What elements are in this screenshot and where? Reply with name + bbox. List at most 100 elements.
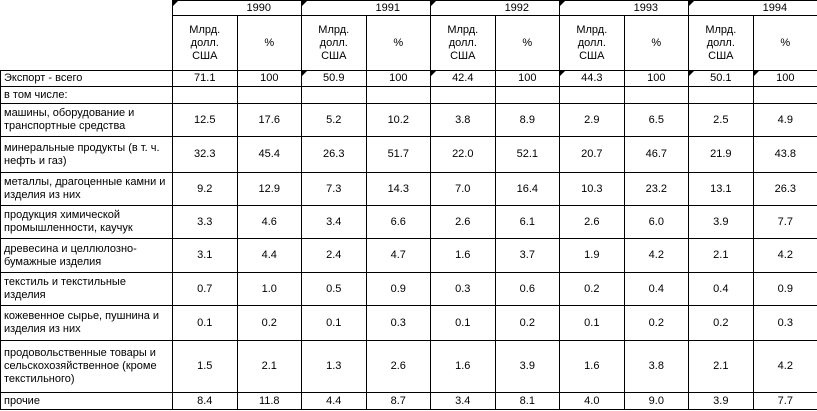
value-cell: 9.2 xyxy=(172,172,238,206)
value-cell: 44.3 xyxy=(559,70,625,87)
value-cell: 4.4 xyxy=(301,392,367,410)
value-cell: 0.6 xyxy=(494,272,561,306)
value-cell: 52.1 xyxy=(494,136,561,173)
subheader: % xyxy=(780,36,791,49)
subheader: Млрд. долл. США xyxy=(318,23,350,62)
value-cell: 0.1 xyxy=(172,305,238,341)
value-cell: 12.5 xyxy=(172,103,238,137)
value-cell: 21.9 xyxy=(688,136,754,173)
subheader: % xyxy=(393,36,404,49)
value-cell: 0.1 xyxy=(430,305,496,341)
value-cell: 0.1 xyxy=(301,305,367,341)
value-cell: 2.6 xyxy=(365,340,432,393)
value-cell: 14.3 xyxy=(365,172,432,206)
value-cell: 1.6 xyxy=(430,238,496,273)
value-cell: 71.1 xyxy=(172,70,238,87)
value-cell: 7.7 xyxy=(752,392,817,410)
subheader: Млрд. долл. США xyxy=(576,23,608,62)
data-row: текстиль и текстильные изделия 0.7 1.0 0.5 0… xyxy=(0,272,817,306)
value-cell: 4.7 xyxy=(365,238,432,273)
value-cell: 4.6 xyxy=(236,205,303,239)
value-cell: 100 xyxy=(494,70,561,87)
row-label: кожевенное сырье, пушнина и изделия из н… xyxy=(0,305,173,341)
year-header: 1992 xyxy=(430,0,561,16)
data-row: металлы, драгоценные камни и изделия из … xyxy=(0,172,817,206)
value-cell xyxy=(752,86,817,104)
value-cell: 3.3 xyxy=(172,205,238,239)
value-cell xyxy=(688,86,754,104)
subheader-cell: % xyxy=(365,15,432,71)
value-cell: 45.4 xyxy=(236,136,303,173)
value-cell: 16.4 xyxy=(494,172,561,206)
value-cell: 100 xyxy=(623,70,690,87)
row-label: Экспорт - всего xyxy=(0,70,173,87)
subheader-cell: Млрд. долл. США xyxy=(430,15,496,71)
value-cell: 0.9 xyxy=(752,272,817,306)
value-cell: 1.6 xyxy=(430,340,496,393)
value-cell: 6.6 xyxy=(365,205,432,239)
value-cell: 11.8 xyxy=(236,392,303,410)
value-cell: 0.3 xyxy=(365,305,432,341)
subheader-cell: % xyxy=(623,15,690,71)
value-cell: 2.6 xyxy=(559,205,625,239)
value-cell: 3.9 xyxy=(688,205,754,239)
value-cell xyxy=(623,86,690,104)
value-cell: 50.9 xyxy=(301,70,367,87)
value-cell: 51.7 xyxy=(365,136,432,173)
value-cell xyxy=(236,86,303,104)
year-header: 1991 xyxy=(301,0,432,16)
subheader-cell: Млрд. долл. США xyxy=(688,15,754,71)
data-row: продовольственные товары и сельскохозяйс… xyxy=(0,340,817,393)
value-cell: 4.9 xyxy=(752,103,817,137)
value-cell: 9.0 xyxy=(623,392,690,410)
subheader: % xyxy=(651,36,662,49)
value-cell: 4.4 xyxy=(236,238,303,273)
value-cell: 12.9 xyxy=(236,172,303,206)
value-cell: 3.4 xyxy=(301,205,367,239)
value-cell: 17.6 xyxy=(236,103,303,137)
row-label: древесина и целлюлозно-бумажные изделия xyxy=(0,238,173,273)
value-cell: 8.9 xyxy=(494,103,561,137)
value-cell: 26.3 xyxy=(752,172,817,206)
value-cell: 1.9 xyxy=(559,238,625,273)
value-cell: 32.3 xyxy=(172,136,238,173)
subheader: Млрд. долл. США xyxy=(447,23,479,62)
value-cell: 8.1 xyxy=(494,392,561,410)
data-row: продукция химической промышленности, кау… xyxy=(0,205,817,239)
data-row: прочие 8.4 11.8 4.4 8.7 3.4 8.1 4.0 9.0 3.9 7.7 xyxy=(0,392,817,410)
value-cell: 0.7 xyxy=(172,272,238,306)
value-cell: 42.4 xyxy=(430,70,496,87)
value-cell: 1.0 xyxy=(236,272,303,306)
value-cell: 7.3 xyxy=(301,172,367,206)
value-cell: 50.1 xyxy=(688,70,754,87)
value-cell: 8.4 xyxy=(172,392,238,410)
value-cell: 6.0 xyxy=(623,205,690,239)
value-cell: 0.3 xyxy=(430,272,496,306)
row-label: минеральные продукты (в т. ч. нефть и га… xyxy=(0,136,173,173)
data-row: древесина и целлюлозно-бумажные изделия 3… xyxy=(0,238,817,273)
year-row: 1990 1991 1992 1993 1994 xyxy=(1,0,817,16)
value-cell xyxy=(301,86,367,104)
value-cell: 10.2 xyxy=(365,103,432,137)
value-cell: 3.9 xyxy=(688,392,754,410)
value-cell: 20.7 xyxy=(559,136,625,173)
value-cell: 2.4 xyxy=(301,238,367,273)
value-cell: 0.5 xyxy=(301,272,367,306)
value-cell: 10.3 xyxy=(559,172,625,206)
subheader-cell: % xyxy=(494,15,561,71)
value-cell: 0.9 xyxy=(365,272,432,306)
year-header: 1993 xyxy=(559,0,690,16)
value-cell: 0.1 xyxy=(559,305,625,341)
row-label: машины, оборудование и транспортные сред… xyxy=(0,103,173,137)
value-cell: 1.5 xyxy=(172,340,238,393)
value-cell: 43.8 xyxy=(752,136,817,173)
value-cell: 0.3 xyxy=(752,305,817,341)
subheader-cell: Млрд. долл. США xyxy=(559,15,625,71)
value-cell: 2.1 xyxy=(236,340,303,393)
subheader: Млрд. долл. США xyxy=(189,23,221,62)
value-cell: 3.8 xyxy=(430,103,496,137)
data-row: в том числе: xyxy=(0,86,817,104)
value-cell: 5.2 xyxy=(301,103,367,137)
value-cell xyxy=(172,86,238,104)
